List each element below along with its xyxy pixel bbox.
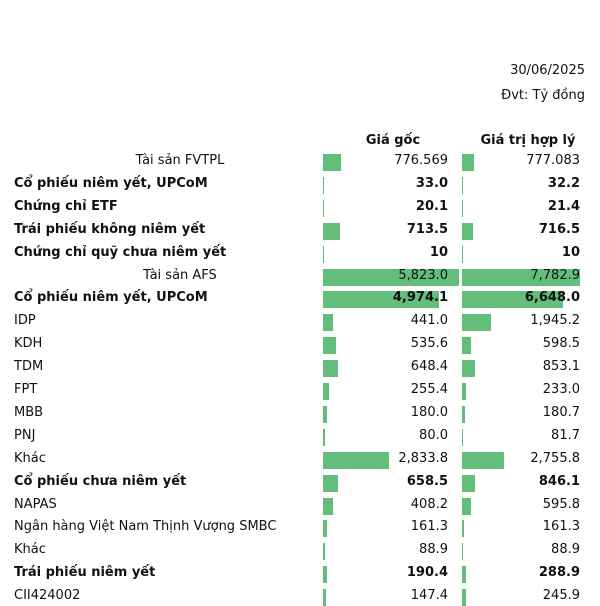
row-label: Ngân hàng Việt Nam Thịnh Vượng SMBC xyxy=(14,519,276,534)
row-label: Khác xyxy=(14,451,46,466)
row-label: CII424002 xyxy=(14,588,80,603)
cell-value: 2,755.8 xyxy=(450,451,580,466)
cell-value: 853.1 xyxy=(450,359,580,374)
column-header: Giá trị hợp lý xyxy=(458,133,598,148)
row-label: PNJ xyxy=(14,428,35,443)
cell-value: 161.3 xyxy=(318,519,448,534)
row-label: Cổ phiếu niêm yết, UPCoM xyxy=(14,176,208,191)
row-label: Tài sản FVTPL xyxy=(40,153,320,168)
cell-value: 255.4 xyxy=(318,382,448,397)
row-label: Chứng chỉ quỹ chưa niêm yết xyxy=(14,245,226,260)
cell-value: 161.3 xyxy=(450,519,580,534)
cell-value: 658.5 xyxy=(318,474,448,489)
cell-value: 6,648.0 xyxy=(450,290,580,305)
cell-value: 233.0 xyxy=(450,382,580,397)
row-label: Tài sản AFS xyxy=(40,268,320,283)
cell-value: 777.083 xyxy=(450,153,580,168)
cell-value: 33.0 xyxy=(318,176,448,191)
cell-value: 716.5 xyxy=(450,222,580,237)
cell-value: 441.0 xyxy=(318,313,448,328)
cell-value: 7,782.9 xyxy=(450,268,580,283)
cell-value: 80.0 xyxy=(318,428,448,443)
cell-value: 245.9 xyxy=(450,588,580,603)
row-label: Chứng chỉ ETF xyxy=(14,199,118,214)
cell-value: 288.9 xyxy=(450,565,580,580)
cell-value: 20.1 xyxy=(318,199,448,214)
cell-value: 535.6 xyxy=(318,336,448,351)
cell-value: 5,823.0 xyxy=(318,268,448,283)
cell-value: 408.2 xyxy=(318,497,448,512)
cell-value: 180.0 xyxy=(318,405,448,420)
cell-value: 776.569 xyxy=(318,153,448,168)
row-label: IDP xyxy=(14,313,36,328)
cell-value: 190.4 xyxy=(318,565,448,580)
row-label: Trái phiếu niêm yết xyxy=(14,565,155,580)
cell-value: 2,833.8 xyxy=(318,451,448,466)
cell-value: 1,945.2 xyxy=(450,313,580,328)
row-label: Cổ phiếu chưa niêm yết xyxy=(14,474,186,489)
cell-value: 10 xyxy=(450,245,580,260)
column-header: Giá gốc xyxy=(323,133,463,148)
row-label: MBB xyxy=(14,405,43,420)
row-label: FPT xyxy=(14,382,37,397)
row-label: KDH xyxy=(14,336,42,351)
cell-value: 713.5 xyxy=(318,222,448,237)
cell-value: 81.7 xyxy=(450,428,580,443)
row-label: Khác xyxy=(14,542,46,557)
cell-value: 598.5 xyxy=(450,336,580,351)
cell-value: 32.2 xyxy=(450,176,580,191)
cell-value: 21.4 xyxy=(450,199,580,214)
report-date: 30/06/2025 xyxy=(510,63,585,78)
cell-value: 88.9 xyxy=(450,542,580,557)
row-label: TDM xyxy=(14,359,43,374)
cell-value: 88.9 xyxy=(318,542,448,557)
unit-note: Đvt: Tỷ đồng xyxy=(501,88,585,103)
cell-value: 147.4 xyxy=(318,588,448,603)
cell-value: 846.1 xyxy=(450,474,580,489)
row-label: Trái phiếu không niêm yết xyxy=(14,222,205,237)
cell-value: 10 xyxy=(318,245,448,260)
cell-value: 4,974.1 xyxy=(318,290,448,305)
cell-value: 595.8 xyxy=(450,497,580,512)
row-label: NAPAS xyxy=(14,497,57,512)
cell-value: 648.4 xyxy=(318,359,448,374)
cell-value: 180.7 xyxy=(450,405,580,420)
row-label: Cổ phiếu niêm yết, UPCoM xyxy=(14,290,208,305)
